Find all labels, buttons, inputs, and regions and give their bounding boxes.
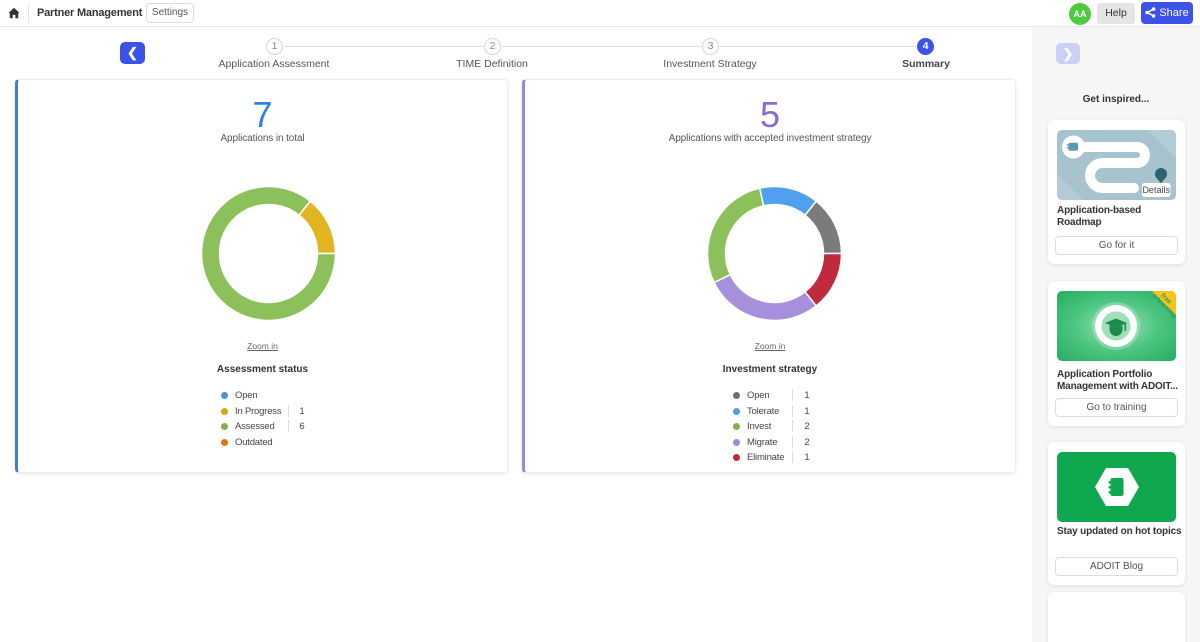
svg-text:Details: Details [1142,185,1170,195]
